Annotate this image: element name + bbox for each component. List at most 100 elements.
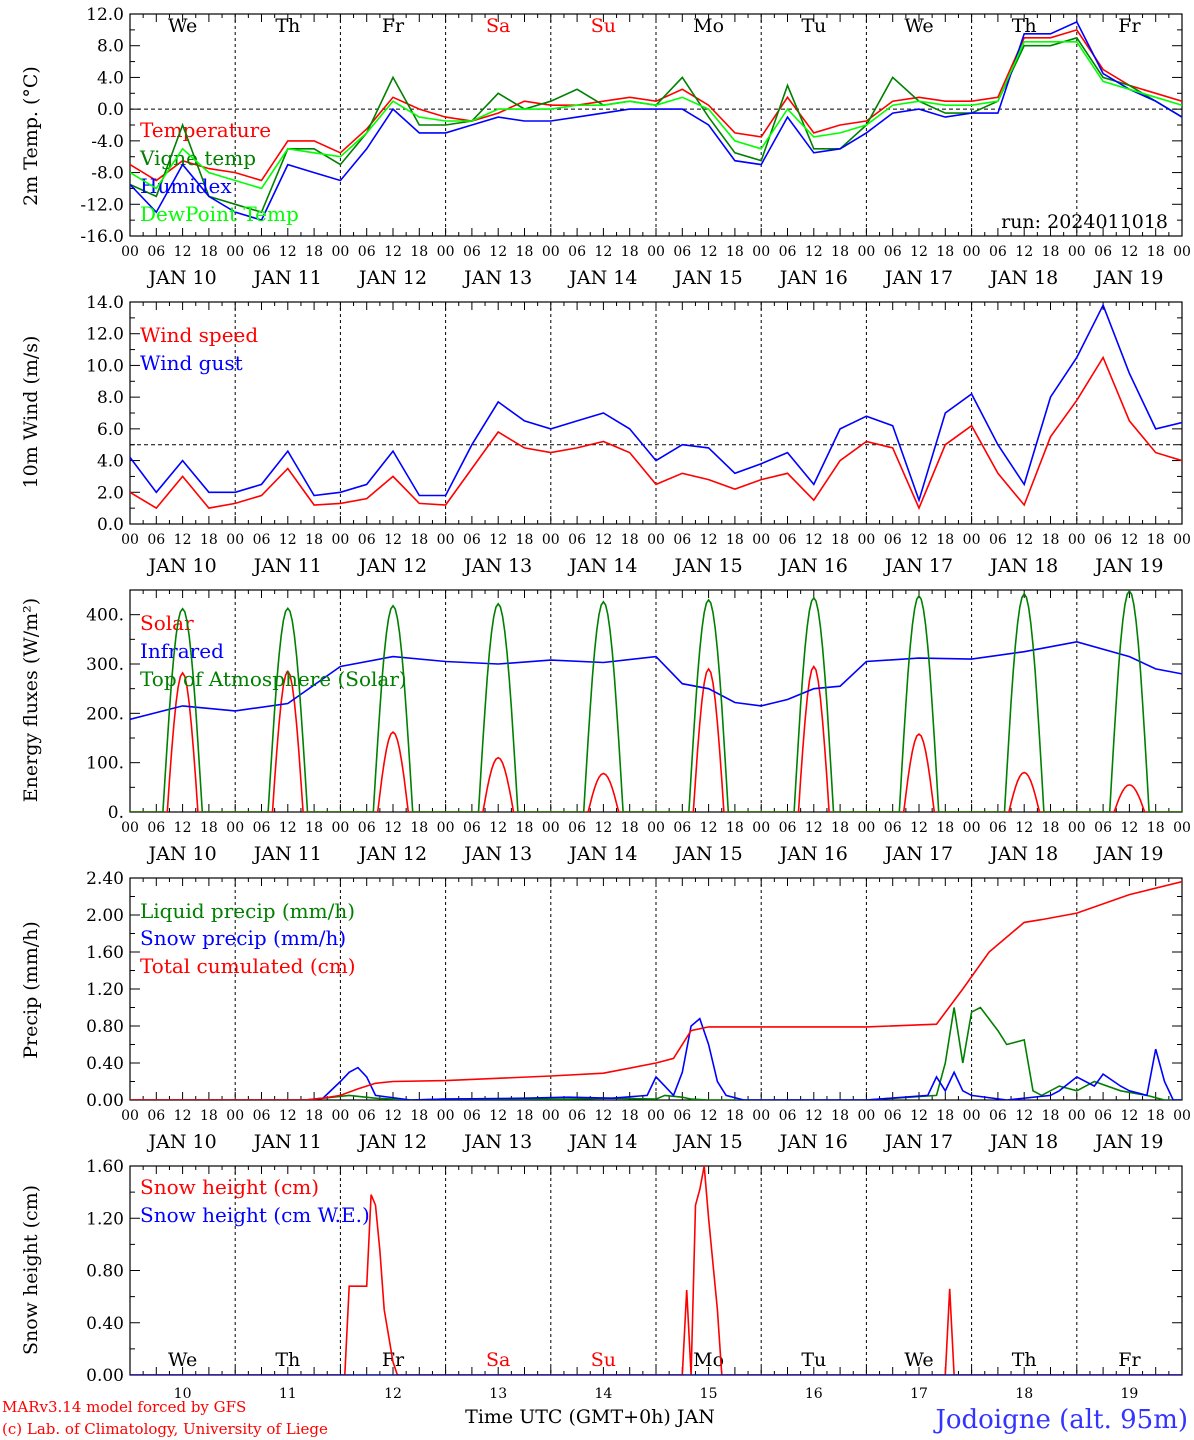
x-hour-label: 12 <box>384 820 402 836</box>
x-hour-label: 18 <box>726 1108 744 1124</box>
y-tick-label: 10.0 <box>86 356 124 376</box>
x-hour-label: 00 <box>437 244 455 260</box>
y-tick-label: 12.0 <box>86 5 124 25</box>
x-hour-label: 00 <box>331 1108 349 1124</box>
x-hour-label: 00 <box>647 244 665 260</box>
legend-entry: Snow height (cm) <box>140 1175 319 1199</box>
x-date-label: JAN 14 <box>567 267 637 289</box>
x-hour-label: 18 <box>936 820 954 836</box>
y-tick-label: -16.0 <box>80 227 124 247</box>
x-hour-label: 12 <box>279 1108 297 1124</box>
x-hour-label: 12 <box>1015 1108 1033 1124</box>
x-hour-label: 06 <box>463 532 481 548</box>
x-hour-label: 06 <box>989 1108 1007 1124</box>
legend-entry: Snow height (cm W.E.) <box>140 1203 370 1227</box>
weekday-label: Mo <box>693 15 724 37</box>
x-hour-label: 18 <box>305 1108 323 1124</box>
x-hour-label: 00 <box>226 244 244 260</box>
x-hour-label: 12 <box>489 1108 507 1124</box>
x-hour-label: 00 <box>226 1108 244 1124</box>
x-hour-label: 06 <box>989 244 1007 260</box>
x-hour-label: 18 <box>1147 532 1165 548</box>
x-hour-label: 06 <box>568 1108 586 1124</box>
x-hour-label: 12 <box>1015 820 1033 836</box>
x-hour-label: 00 <box>542 532 560 548</box>
x-date-label: JAN 10 <box>147 267 217 289</box>
series-line-wind-gust <box>130 303 1182 503</box>
x-hour-label: 18 <box>200 532 218 548</box>
x-hour-label: 12 <box>1120 532 1138 548</box>
x-date-label: JAN 17 <box>883 267 953 289</box>
x-hour-label: 06 <box>147 244 165 260</box>
x-hour-label: 00 <box>647 820 665 836</box>
x-hour-label: 06 <box>884 1108 902 1124</box>
y-tick-label: 8.0 <box>97 388 124 408</box>
x-hour-label: 06 <box>253 244 271 260</box>
x-hour-label: 00 <box>647 532 665 548</box>
x-hour-label: 12 <box>1120 244 1138 260</box>
y-tick-label: 2.0 <box>97 483 124 503</box>
x-hour-label: 12 <box>594 1108 612 1124</box>
weekday-label: We <box>904 15 933 37</box>
x-hour-label: 18 <box>726 820 744 836</box>
x-hour-label: 18 <box>410 244 428 260</box>
x-hour-label: 18 <box>516 1108 534 1124</box>
x-hour-label: 06 <box>253 532 271 548</box>
x-hour-label: 00 <box>437 820 455 836</box>
weekday-label: Su <box>591 1349 616 1371</box>
x-hour-label: 12 <box>805 244 823 260</box>
x-hour-label: 12 <box>805 1108 823 1124</box>
x-hour-label: 18 <box>936 532 954 548</box>
x-date-label: JAN 18 <box>988 267 1058 289</box>
x-date-label: JAN 13 <box>462 555 532 577</box>
x-hour-label: 12 <box>384 1108 402 1124</box>
legend-entry: Wind speed <box>140 323 258 347</box>
x-hour-label: 12 <box>174 820 192 836</box>
x-hour-label: 06 <box>779 820 797 836</box>
x-hour-label: 12 <box>174 1108 192 1124</box>
x-date-label: JAN 16 <box>778 1131 848 1153</box>
x-day-label: 14 <box>594 1386 612 1402</box>
x-hour-label: 00 <box>752 1108 770 1124</box>
x-hour-label: 06 <box>673 532 691 548</box>
weekday-label: Th <box>1012 15 1037 37</box>
y-tick-label: 0.0 <box>97 100 124 120</box>
x-hour-label: 12 <box>279 532 297 548</box>
series-line-top-of-atmosphere-solar- <box>130 590 1182 812</box>
legend-entry: Temperature <box>140 118 271 142</box>
x-date-label: JAN 18 <box>988 1131 1058 1153</box>
x-hour-label: 06 <box>1094 820 1112 836</box>
y-tick-label: 1.60 <box>86 1157 124 1177</box>
weekday-label: Sa <box>486 15 510 37</box>
x-date-label: JAN 18 <box>988 843 1058 865</box>
x-hour-label: 00 <box>331 820 349 836</box>
x-hour-label: 06 <box>779 1108 797 1124</box>
x-date-label: JAN 11 <box>252 1131 322 1153</box>
x-hour-label: 18 <box>831 820 849 836</box>
y-tick-label: 12.0 <box>86 325 124 345</box>
x-hour-label: 18 <box>516 244 534 260</box>
x-hour-label: 18 <box>516 820 534 836</box>
x-date-label: JAN 19 <box>1093 843 1163 865</box>
y-tick-label: 0.80 <box>86 1262 124 1282</box>
x-day-label: 18 <box>1015 1386 1033 1402</box>
y-tick-label: -12.0 <box>80 195 124 215</box>
x-date-label: JAN 11 <box>252 843 322 865</box>
x-date-label: JAN 17 <box>883 555 953 577</box>
footer-lab-credit: (c) Lab. of Climatology, University of L… <box>2 1420 328 1438</box>
weekday-label: Fr <box>1118 1349 1141 1371</box>
x-date-label: JAN 13 <box>462 843 532 865</box>
y-tick-label: 1.20 <box>86 1209 124 1229</box>
x-date-label: JAN 16 <box>778 267 848 289</box>
x-hour-label: 06 <box>1094 1108 1112 1124</box>
x-day-label: 17 <box>910 1386 928 1402</box>
x-hour-label: 18 <box>305 532 323 548</box>
y-tick-label: 4.0 <box>97 452 124 472</box>
x-hour-label: 18 <box>621 532 639 548</box>
y-tick-label: 1.60 <box>86 943 124 963</box>
y-tick-label: -4.0 <box>91 132 124 152</box>
x-date-label: JAN 14 <box>567 555 637 577</box>
x-hour-label: 18 <box>831 244 849 260</box>
x-hour-label: 18 <box>726 244 744 260</box>
x-hour-label: 00 <box>857 532 875 548</box>
